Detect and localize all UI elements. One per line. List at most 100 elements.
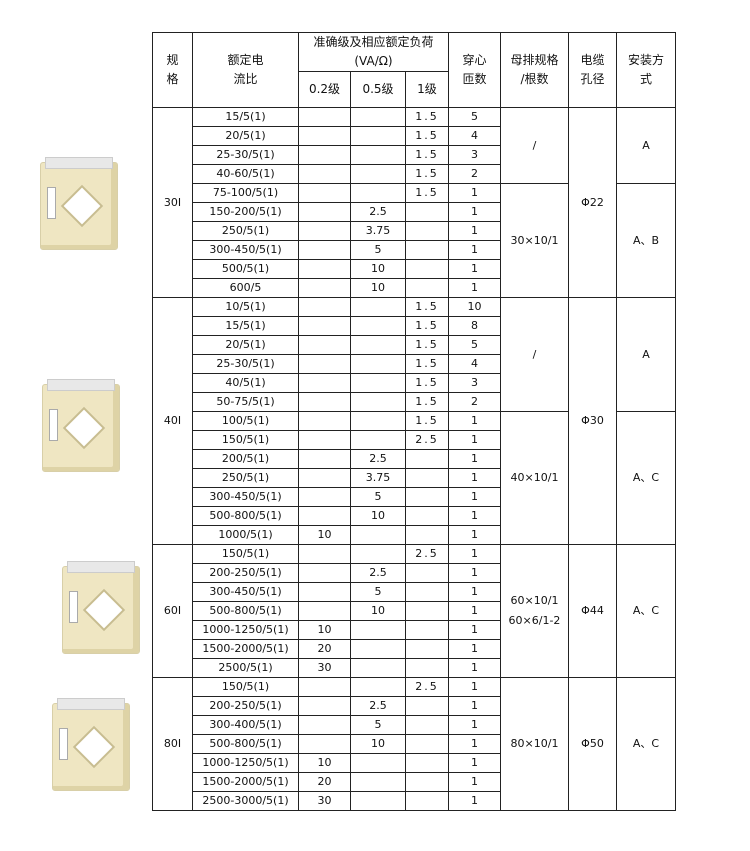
class-1-cell bbox=[405, 658, 449, 678]
class-0-2-cell bbox=[298, 601, 351, 621]
table-row: 300-400/5(1) 5 1 bbox=[153, 715, 676, 735]
ratio-cell: 300-450/5(1) bbox=[192, 582, 299, 602]
table-row: 1000-1250/5(1) 10 1 bbox=[153, 620, 676, 640]
class-1-cell: 1.5 bbox=[405, 411, 449, 431]
turns-cell: 1 bbox=[448, 278, 501, 298]
class-0-2-cell bbox=[298, 449, 351, 469]
table-row: 80I 150/5(1) 2.5 1 80×10/1 Φ50 A、C bbox=[152, 677, 676, 811]
turns-cell: 5 bbox=[448, 335, 501, 355]
class-0-5-cell bbox=[350, 297, 406, 317]
class-0-5-cell bbox=[350, 772, 406, 792]
class-0-5-cell bbox=[350, 791, 406, 811]
turns-cell: 1 bbox=[448, 430, 501, 450]
header-install: 安装方 式 bbox=[616, 32, 676, 108]
class-1-cell bbox=[405, 506, 449, 526]
class-0-5-cell: 2.5 bbox=[350, 202, 406, 222]
class-0-2-cell bbox=[298, 164, 351, 184]
class-0-2-cell bbox=[298, 240, 351, 260]
class-0-5-cell: 10 bbox=[350, 601, 406, 621]
header-class-0-5: 0.5级 bbox=[350, 71, 406, 108]
class-0-2-cell bbox=[298, 202, 351, 222]
class-0-5-cell bbox=[350, 677, 406, 697]
header-class-0-2: 0.2级 bbox=[298, 71, 351, 108]
ratio-cell: 150/5(1) bbox=[192, 544, 299, 564]
class-0-5-cell bbox=[350, 639, 406, 659]
turns-cell: 2 bbox=[448, 164, 501, 184]
table-row: 40/5(1) 1.5 3 bbox=[153, 373, 676, 393]
table-row: 250/5(1) 3.75 1 bbox=[153, 221, 676, 241]
class-1-cell bbox=[405, 468, 449, 488]
class-0-2-cell bbox=[298, 373, 351, 393]
turns-cell: 1 bbox=[448, 449, 501, 469]
ratio-cell: 75-100/5(1) bbox=[192, 183, 299, 203]
header-ratio: 额定电 流比 bbox=[192, 32, 299, 108]
table-row: 1500-2000/5(1) 20 1 bbox=[153, 772, 676, 792]
class-1-cell bbox=[405, 601, 449, 621]
turns-cell: 1 bbox=[448, 791, 501, 811]
ratio-cell: 15/5(1) bbox=[192, 107, 299, 127]
class-1-cell bbox=[405, 449, 449, 469]
class-1-cell bbox=[405, 563, 449, 583]
turns-cell: 1 bbox=[448, 715, 501, 735]
class-0-2-cell bbox=[298, 335, 351, 355]
turns-cell: 1 bbox=[448, 221, 501, 241]
ratio-cell: 1500-2000/5(1) bbox=[192, 639, 299, 659]
install-cell: A bbox=[616, 297, 676, 412]
table-row: 20/5(1) 1.5 4 bbox=[153, 126, 676, 146]
class-1-cell: 2.5 bbox=[405, 430, 449, 450]
class-0-5-cell: 2.5 bbox=[350, 696, 406, 716]
header-turns: 穿心 匝数 bbox=[448, 32, 501, 108]
class-1-cell bbox=[405, 620, 449, 640]
class-0-5-cell bbox=[350, 145, 406, 165]
class-0-5-cell bbox=[350, 373, 406, 393]
class-1-cell: 1.5 bbox=[405, 107, 449, 127]
table-row: 250/5(1) 3.75 1 bbox=[153, 468, 676, 488]
class-0-2-cell bbox=[298, 297, 351, 317]
class-1-cell bbox=[405, 525, 449, 545]
turns-cell: 1 bbox=[448, 753, 501, 773]
product-photo-60i bbox=[62, 561, 140, 654]
table-row: 1500-2000/5(1) 20 1 bbox=[153, 639, 676, 659]
turns-cell: 1 bbox=[448, 506, 501, 526]
ratio-cell: 50-75/5(1) bbox=[192, 392, 299, 412]
class-1-cell bbox=[405, 278, 449, 298]
spec-cell: 30I bbox=[152, 107, 193, 298]
class-0-5-cell bbox=[350, 620, 406, 640]
ratio-cell: 500/5(1) bbox=[192, 259, 299, 279]
class-1-cell bbox=[405, 639, 449, 659]
turns-cell: 1 bbox=[448, 696, 501, 716]
table-row: 300-450/5(1) 5 1 bbox=[153, 487, 676, 507]
turns-cell: 1 bbox=[448, 411, 501, 431]
table-row: 150/5(1) 2.5 1 bbox=[153, 430, 676, 450]
header-class-1: 1级 bbox=[405, 71, 449, 108]
table-row: 30I 15/5(1) 1.5 5/Φ22 A bbox=[152, 107, 676, 298]
class-1-cell: 1.5 bbox=[405, 335, 449, 355]
class-0-2-cell bbox=[298, 354, 351, 374]
class-0-2-cell bbox=[298, 715, 351, 735]
busbar-cell: 40×10/1 bbox=[500, 411, 569, 545]
turns-cell: 1 bbox=[448, 601, 501, 621]
turns-cell: 1 bbox=[448, 677, 501, 697]
table-row: 15/5(1) 1.5 8 bbox=[153, 316, 676, 336]
class-1-cell bbox=[405, 753, 449, 773]
class-0-5-cell bbox=[350, 183, 406, 203]
turns-cell: 1 bbox=[448, 620, 501, 640]
class-0-5-cell: 10 bbox=[350, 506, 406, 526]
product-photo-40i bbox=[42, 379, 120, 472]
turns-cell: 1 bbox=[448, 772, 501, 792]
class-0-2-cell bbox=[298, 411, 351, 431]
class-0-5-cell bbox=[350, 753, 406, 773]
class-0-2-cell bbox=[298, 563, 351, 583]
ratio-cell: 150-200/5(1) bbox=[192, 202, 299, 222]
turns-cell: 1 bbox=[448, 259, 501, 279]
cable-cell: Φ22 bbox=[568, 107, 617, 298]
ratio-cell: 20/5(1) bbox=[192, 335, 299, 355]
table-row: 50-75/5(1) 1.5 2 bbox=[153, 392, 676, 412]
class-0-2-cell bbox=[298, 278, 351, 298]
class-0-2-cell bbox=[298, 544, 351, 564]
class-0-2-cell: 30 bbox=[298, 791, 351, 811]
class-1-cell: 1.5 bbox=[405, 316, 449, 336]
table-row: 75-100/5(1) 1.5 1 30×10/1 A、B bbox=[153, 183, 676, 298]
class-0-5-cell bbox=[350, 335, 406, 355]
class-1-cell: 1.5 bbox=[405, 392, 449, 412]
